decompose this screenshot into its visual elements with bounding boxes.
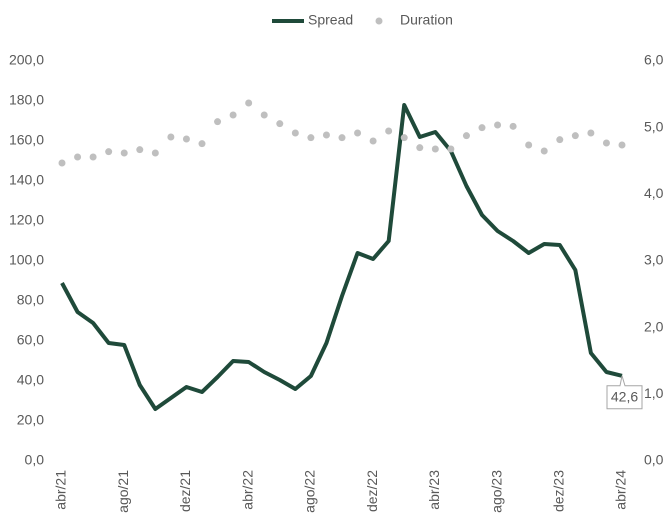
duration-dot	[571, 132, 579, 140]
y-tick-label: 40,0	[17, 372, 44, 388]
y-tick-label: 20,0	[17, 412, 44, 428]
y-tick-label: 0,0	[25, 452, 45, 468]
x-tick-label: abr/21	[53, 470, 69, 510]
data-label: 42,6	[611, 389, 638, 405]
duration-dot	[229, 111, 237, 119]
duration-dot	[509, 122, 517, 130]
duration-dot	[587, 129, 595, 137]
duration-dot	[462, 132, 470, 140]
y2-tick-label: 6,0	[644, 52, 664, 68]
y-tick-label: 180,0	[9, 92, 44, 108]
duration-dot	[198, 140, 206, 148]
x-tick-label: ago/23	[488, 470, 504, 513]
duration-dot	[136, 146, 144, 154]
y2-tick-label: 3,0	[644, 252, 664, 268]
duration-dot	[447, 145, 455, 153]
duration-dot	[120, 149, 128, 157]
duration-dot	[618, 141, 626, 149]
x-tick-label: dez/22	[364, 470, 380, 512]
duration-dot	[151, 149, 159, 157]
x-tick-label: ago/22	[302, 470, 318, 513]
duration-dot	[540, 147, 548, 155]
duration-dot	[416, 144, 424, 152]
spread-line	[60, 103, 623, 411]
duration-dot	[276, 120, 284, 128]
duration-dot	[400, 134, 408, 142]
y-tick-label: 80,0	[17, 292, 44, 308]
y2-tick-label: 0,0	[644, 452, 664, 468]
x-tick-label: dez/21	[177, 470, 193, 512]
duration-dot	[338, 134, 346, 142]
duration-dot	[431, 145, 439, 153]
y2-tick-label: 2,0	[644, 318, 664, 334]
duration-dot	[307, 134, 315, 142]
legend-label: Spread	[308, 12, 353, 28]
y-tick-label: 200,0	[9, 52, 44, 68]
x-tick-label: abr/22	[239, 470, 255, 510]
x-tick-label: abr/24	[613, 470, 629, 510]
duration-dot	[322, 131, 330, 139]
duration-dot	[89, 153, 97, 161]
duration-dot	[182, 135, 190, 143]
y-tick-label: 100,0	[9, 252, 44, 268]
duration-dot	[385, 127, 393, 135]
duration-dot	[556, 136, 564, 144]
duration-dot	[494, 121, 502, 129]
duration-dot	[354, 129, 362, 137]
duration-dot	[260, 111, 268, 119]
y2-tick-label: 1,0	[644, 385, 664, 401]
duration-dot	[245, 99, 253, 107]
duration-dot	[74, 153, 82, 161]
y-tick-label: 120,0	[9, 212, 44, 228]
duration-dot	[214, 118, 222, 126]
x-tick-label: abr/23	[426, 470, 442, 510]
duration-dot	[105, 148, 113, 156]
y2-tick-label: 5,0	[644, 118, 664, 134]
legend-swatch	[375, 17, 383, 25]
duration-dot	[291, 129, 299, 137]
x-tick-label: dez/23	[550, 470, 566, 512]
duration-dot	[478, 124, 486, 132]
duration-dot	[525, 141, 533, 149]
legend-label: Duration	[400, 12, 453, 28]
y-tick-label: 160,0	[9, 132, 44, 148]
x-tick-label: ago/21	[115, 470, 131, 513]
y-tick-label: 140,0	[9, 172, 44, 188]
callout-box	[606, 375, 643, 410]
duration-dot	[602, 139, 610, 147]
duration-dot	[58, 159, 66, 167]
y2-tick-label: 4,0	[644, 185, 664, 201]
duration-dot	[167, 133, 175, 141]
duration-dot	[369, 137, 377, 145]
y-tick-label: 60,0	[17, 332, 44, 348]
